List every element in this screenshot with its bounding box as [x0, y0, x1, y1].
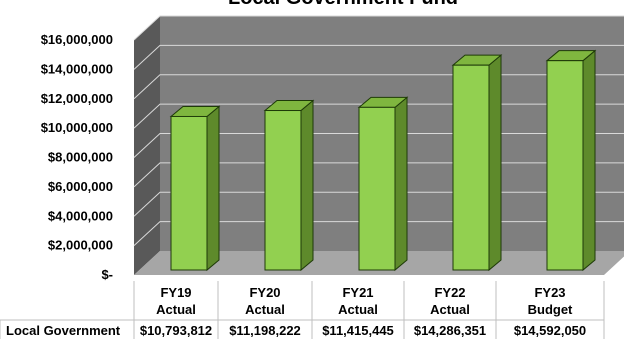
y-axis: $- $2,000,000 $4,000,000 $6,000,000 $8,000,0…	[41, 32, 113, 282]
table-value: $11,198,222	[229, 323, 301, 338]
x-tick-label: Budget	[528, 302, 573, 317]
x-tick-label: FY22	[434, 285, 465, 300]
table-value: $11,415,445	[322, 323, 394, 338]
x-tick-label: FY20	[249, 285, 280, 300]
data-table: Local Government FY19 Actual $10,793,812 FY2…	[0, 281, 605, 339]
bar-side	[394, 96, 408, 272]
y-tick-label: $8,000,000	[48, 150, 113, 165]
bar-side	[300, 99, 314, 272]
bars	[169, 49, 597, 272]
y-tick-label: $-	[101, 267, 113, 282]
chart-title: Local Government Fund	[228, 0, 458, 9]
bar	[451, 54, 503, 272]
y-tick-label: $16,000,000	[41, 32, 113, 47]
x-tick-label: Actual	[156, 302, 196, 317]
bar-front	[170, 115, 208, 271]
bar-side	[582, 49, 596, 272]
bar-front	[452, 64, 490, 271]
bar-front	[358, 106, 396, 271]
y-tick-label: $10,000,000	[41, 120, 113, 135]
y-tick-label: $4,000,000	[48, 208, 113, 223]
bar	[263, 99, 315, 272]
table-value: $14,592,050	[514, 323, 586, 338]
bar	[357, 96, 409, 272]
x-tick-label: FY21	[342, 285, 373, 300]
y-tick-label: $2,000,000	[48, 238, 113, 253]
y-tick-label: $6,000,000	[48, 179, 113, 194]
table-series-name: Local Government	[6, 323, 121, 338]
y-tick-label: $12,000,000	[41, 91, 113, 106]
table-value: $14,286,351	[414, 323, 486, 338]
x-tick-label: Actual	[430, 302, 470, 317]
x-tick-label: FY19	[160, 285, 191, 300]
bar-front	[546, 60, 584, 271]
table-value: $10,793,812	[140, 323, 212, 338]
x-tick-label: FY23	[534, 285, 565, 300]
bar	[545, 49, 597, 272]
bar	[169, 105, 221, 272]
gridline	[133, 15, 624, 41]
x-tick-label: Actual	[245, 302, 285, 317]
y-tick-label: $14,000,000	[41, 61, 113, 76]
bar-side	[206, 105, 220, 272]
bar-side	[488, 54, 502, 272]
x-tick-label: Actual	[338, 302, 378, 317]
bar-front	[264, 110, 302, 271]
gridline	[133, 44, 624, 70]
